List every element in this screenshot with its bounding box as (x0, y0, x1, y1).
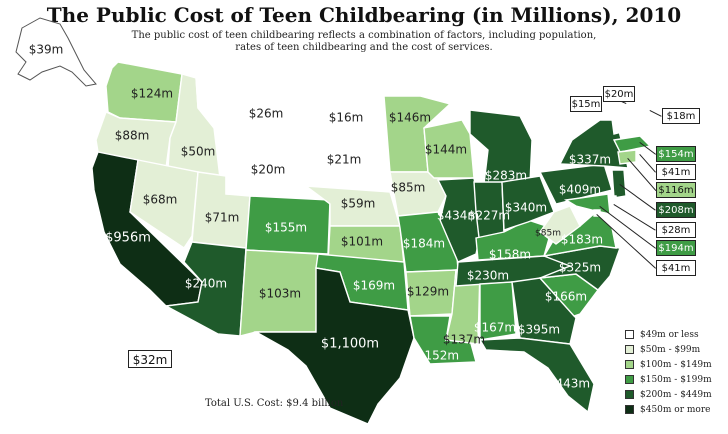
state-label-mn: $146m (388, 110, 432, 125)
state-label-ar: $129m (406, 284, 450, 299)
state-DC (593, 209, 601, 217)
state-label-ky: $158m (488, 247, 532, 262)
state-label-la: $152m (416, 348, 460, 363)
state-callout-me: $18m (662, 108, 700, 124)
legend: $49m or less $50m - $99m $100m - $149m $… (625, 328, 712, 418)
state-HI (70, 352, 86, 362)
total-cost-label: Total U.S. Cost: $9.4 billion (205, 398, 344, 409)
state-label-sc: $166m (544, 289, 588, 304)
state-TX (253, 267, 415, 425)
state-callout-ri: $41m (656, 164, 696, 180)
state-callout-hi: $32m (128, 350, 172, 368)
state-label-ne: $59m (340, 196, 376, 211)
state-callout-nh: $20m (603, 86, 635, 102)
state-label-wy: $20m (250, 162, 286, 177)
state-WV (539, 205, 581, 245)
state-callout-nj: $208m (656, 202, 696, 218)
state-callout-md: $194m (656, 240, 696, 256)
state-label-id: $50m (180, 144, 216, 159)
state-FL (478, 337, 595, 414)
legend-swatch (625, 360, 634, 369)
state-label-pa: $409m (558, 182, 602, 197)
state-label-ms: $137m (442, 332, 486, 347)
legend-swatch (625, 345, 634, 354)
state-label-nv: $68m (142, 192, 178, 207)
legend-label: $200m - $449m (640, 389, 712, 400)
legend-label: $100m - $149m (640, 359, 712, 370)
state-OH (501, 175, 555, 231)
state-label-nm: $103m (258, 286, 302, 301)
state-label-fl: $443m (547, 376, 591, 391)
state-label-wi: $144m (424, 142, 468, 157)
state-callout-dc: $41m (656, 260, 696, 276)
legend-swatch (625, 330, 634, 339)
legend-label: $450m or more (640, 404, 711, 415)
legend-item: $49m or less (625, 328, 712, 341)
state-label-ok: $169m (352, 278, 396, 293)
state-label-ut: $71m (204, 210, 240, 225)
legend-label: $150m - $199m (640, 374, 712, 385)
state-callout-ct: $116m (656, 182, 696, 198)
state-NY (558, 119, 629, 169)
state-label-mo: $184m (402, 236, 446, 251)
state-label-ca: $956m (105, 230, 151, 246)
state-WY (225, 139, 309, 199)
state-label-oh: $340m (504, 200, 548, 215)
legend-swatch (625, 390, 634, 399)
state-NJ (611, 169, 627, 199)
state-GA (511, 277, 577, 345)
state-LA (409, 315, 477, 365)
legend-swatch (625, 405, 634, 414)
state-label-sd: $21m (326, 152, 362, 167)
state-label-tn: $230m (466, 268, 510, 283)
state-AK (15, 17, 97, 87)
legend-item: $100m - $149m (625, 358, 712, 371)
state-label-az: $240m (184, 276, 228, 291)
legend-item: $150m - $199m (625, 373, 712, 386)
state-label-or: $88m (114, 128, 150, 143)
map-title: The Public Cost of Teen Childbearing (in… (46, 3, 682, 27)
legend-item: $50m - $99m (625, 343, 712, 356)
state-label-nd: $16m (328, 110, 364, 125)
state-label-va: $183m (560, 232, 604, 247)
state-CT (617, 149, 637, 165)
state-label-nc: $325m (558, 260, 602, 275)
legend-label: $49m or less (640, 329, 699, 340)
legend-item: $200m - $449m (625, 388, 712, 401)
state-label-co: $155m (264, 220, 308, 235)
state-AL (479, 281, 517, 341)
state-OR (95, 111, 177, 169)
state-label-wv: $85m (535, 228, 561, 239)
state-label-ia: $85m (390, 180, 426, 195)
state-label-ak: $39m (28, 42, 64, 57)
state-label-mt: $26m (248, 106, 284, 121)
state-HI-2 (86, 359, 101, 369)
state-label-ga: $395m (517, 322, 561, 337)
state-label-ny: $337m (568, 152, 612, 167)
state-callout-vt: $15m (570, 96, 602, 112)
state-label-in: $227m (467, 208, 511, 223)
state-label-il: $434m (436, 208, 480, 223)
map-subtitle: The public cost of teen childbearing ref… (131, 30, 597, 53)
state-MD (563, 193, 611, 215)
state-label-tx: $1,100m (320, 336, 380, 352)
state-callout-ma: $154m (656, 146, 696, 162)
legend-item: $450m or more (625, 403, 712, 416)
state-HI-3 (103, 369, 121, 387)
state-NV (129, 159, 199, 249)
legend-swatch (625, 375, 634, 384)
state-label-ks: $101m (340, 234, 384, 249)
state-MA (612, 135, 652, 153)
state-label-mi: $283m (484, 168, 528, 183)
legend-label: $50m - $99m (640, 344, 701, 355)
state-label-al: $167m (473, 320, 517, 335)
state-PA (538, 163, 613, 205)
state-label-wa: $124m (130, 86, 174, 101)
state-callout-de: $28m (656, 222, 696, 238)
